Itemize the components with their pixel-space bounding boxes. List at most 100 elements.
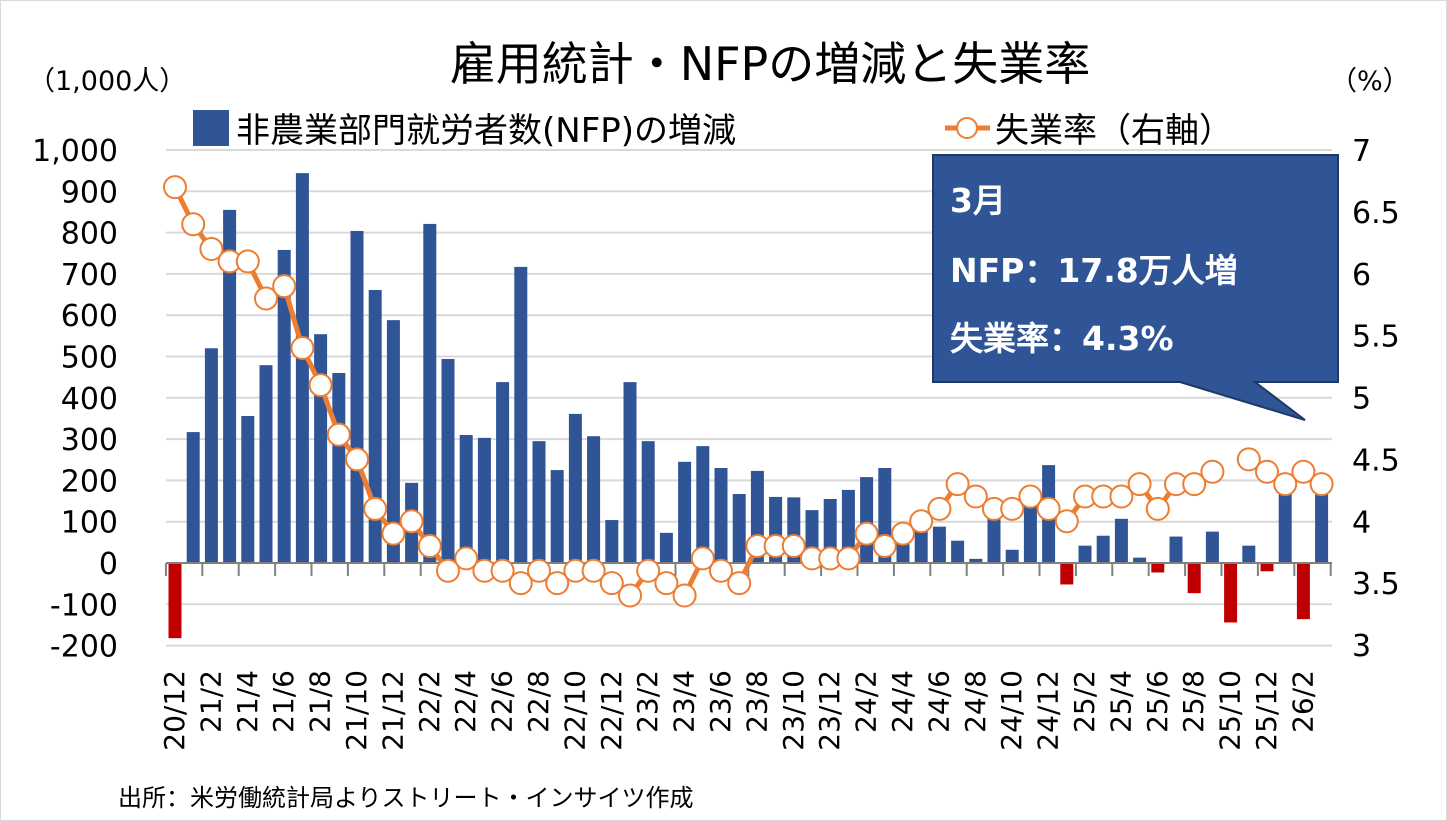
left-tick-label: 500 — [61, 341, 118, 376]
unemployment-point-22/6 — [490, 558, 515, 583]
bar-22/2 — [423, 223, 437, 563]
callout-unemployment: 失業率：4.3% — [950, 319, 1174, 358]
bar-21/4 — [241, 415, 255, 563]
left-tick-label: 200 — [61, 464, 118, 499]
x-tick-label: 25/6 — [1141, 670, 1174, 733]
unemployment-point-21/1 — [181, 212, 206, 237]
bar-23/1 — [623, 382, 637, 563]
left-tick-label: 800 — [61, 217, 118, 252]
x-tick-label: 23/10 — [777, 670, 810, 751]
bar-24/7 — [951, 540, 965, 563]
bar-25/5 — [1133, 557, 1147, 563]
unemployment-point-23/6 — [709, 558, 733, 583]
unemployment-point-21/10 — [345, 447, 369, 472]
x-tick-label: 22/6 — [486, 670, 519, 733]
unemployment-point-23/3 — [654, 571, 679, 596]
bar-22/9 — [550, 470, 564, 563]
bar-21/1 — [186, 432, 200, 563]
unemployment-point-25/9 — [1200, 459, 1225, 484]
left-tick-label: 600 — [61, 299, 118, 334]
legend-line-label: 失業率（右軸） — [995, 111, 1233, 151]
callout-box: 3月 NFP：17.8万人増 失業率：4.3% — [932, 154, 1339, 421]
bar-21/2 — [204, 348, 218, 563]
unemployment-point-25/11 — [1236, 447, 1261, 472]
bar-25/7 — [1169, 536, 1183, 563]
unemployment-point-22/9 — [545, 571, 570, 596]
bar-22/12 — [605, 520, 619, 563]
x-tick-label: 25/2 — [1068, 670, 1101, 733]
unemployment-point-23/1 — [618, 583, 642, 608]
unemployment-point-25/4 — [1109, 484, 1134, 509]
legend-line-marker — [956, 117, 978, 139]
bar-21/7 — [295, 173, 309, 564]
unemployment-point-24/11 — [1018, 484, 1043, 509]
bar-24/2 — [860, 477, 874, 563]
left-tick-label: -200 — [50, 630, 118, 665]
right-tick-label: 7 — [1352, 134, 1371, 169]
x-tick-label: 21/12 — [376, 670, 409, 751]
bar-22/6 — [496, 382, 510, 563]
unemployment-point-26/1 — [1273, 472, 1298, 497]
bar-23/4 — [678, 461, 692, 563]
bar-23/5 — [696, 446, 710, 563]
bar-25/1 — [1060, 563, 1074, 585]
bar-22/4 — [459, 434, 473, 563]
unemployment-point-23/10 — [781, 534, 806, 558]
right-tick-label: 6.5 — [1352, 196, 1400, 231]
x-tick-label: 21/2 — [194, 670, 227, 733]
bar-25/11 — [1242, 545, 1256, 563]
callout-month: 3月 — [950, 181, 1006, 220]
bar-21/12 — [386, 320, 400, 563]
unemployment-point-21/11 — [363, 496, 388, 521]
callout-shape — [932, 154, 1339, 421]
unemployment-point-25/1 — [1054, 509, 1079, 534]
bar-21/6 — [277, 249, 291, 564]
right-unit-label: （%） — [1330, 66, 1410, 97]
x-tick-label: 24/6 — [922, 670, 955, 733]
x-tick-label: 21/8 — [304, 670, 337, 733]
unemployment-point-24/5 — [909, 509, 934, 534]
bar-26/1 — [1278, 492, 1292, 563]
unemployment-point-22/7 — [508, 571, 533, 596]
unemployment-point-24/2 — [854, 521, 879, 546]
bar-24/10 — [1005, 549, 1019, 563]
unemployment-point-24/4 — [891, 521, 915, 546]
unemployment-point-25/6 — [1145, 496, 1170, 521]
unemployment-point-24/10 — [1000, 496, 1025, 521]
bar-22/3 — [441, 358, 455, 563]
x-tick-label: 24/2 — [850, 670, 883, 733]
x-tick-label: 23/8 — [740, 670, 773, 733]
x-tick-label: 21/6 — [267, 670, 300, 733]
unemployment-point-22/11 — [581, 558, 606, 583]
bar-24/6 — [932, 526, 946, 563]
bar-23/2 — [641, 441, 655, 563]
unemployment-point-26/2 — [1291, 459, 1316, 484]
x-tick-label: 26/2 — [1286, 670, 1319, 733]
unemployment-point-26/3 — [1309, 472, 1334, 497]
x-tick-label: 24/10 — [995, 670, 1028, 751]
left-tick-label: 300 — [61, 423, 118, 458]
left-axis-labels: -200 -100 0 100 200 300 400 500 600 700 800 900 1,00… — [32, 134, 118, 665]
bar-21/10 — [350, 230, 364, 563]
bar-21/3 — [223, 209, 237, 563]
x-tick-label: 25/4 — [1104, 670, 1137, 733]
unemployment-point-21/5 — [254, 286, 278, 311]
callout-nfp: NFP：17.8万人増 — [950, 251, 1238, 290]
bar-24/11 — [1023, 505, 1037, 563]
unemployment-point-22/1 — [399, 509, 424, 534]
right-tick-label: 5 — [1352, 382, 1371, 417]
unemployment-point-21/8 — [308, 373, 333, 398]
left-tick-label: 1,000 — [32, 134, 118, 169]
bar-22/5 — [477, 437, 491, 563]
unemployment-point-24/8 — [963, 484, 988, 509]
bar-22/8 — [532, 441, 546, 563]
source-note: 出所：米労働統計局よりストリート・インサイツ作成 — [118, 784, 694, 812]
unemployment-point-25/5 — [1127, 472, 1152, 497]
bar-21/11 — [368, 290, 382, 563]
x-tick-label: 20/12 — [158, 670, 191, 751]
x-tick-label: 23/2 — [631, 670, 664, 733]
unemployment-point-22/3 — [436, 558, 460, 583]
unemployment-point-21/6 — [272, 274, 297, 299]
bar-21/5 — [259, 365, 273, 563]
